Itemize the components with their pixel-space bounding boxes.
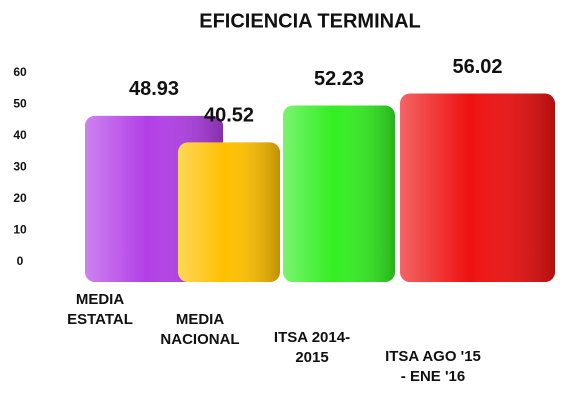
value-label: 52.23 bbox=[314, 68, 364, 90]
x-tick-label: MEDIA ESTATAL bbox=[67, 291, 133, 328]
y-tick-label: 50 bbox=[13, 97, 27, 111]
y-tick-label: 20 bbox=[13, 191, 27, 205]
value-label: 40.52 bbox=[204, 105, 254, 127]
y-tick-label: 10 bbox=[13, 223, 27, 237]
x-tick-label: ITSA AGO '15 - ENE '16 bbox=[385, 348, 481, 385]
y-tick-label: 30 bbox=[13, 160, 27, 174]
value-label: 56.02 bbox=[452, 56, 502, 78]
y-tick-label: 0 bbox=[17, 254, 24, 268]
value-label: 48.93 bbox=[129, 78, 179, 100]
y-tick-label: 40 bbox=[13, 128, 27, 142]
bar-shade bbox=[178, 142, 280, 282]
chart-title: EFICIENCIA TERMINAL bbox=[199, 10, 420, 32]
y-tick-label: 60 bbox=[13, 65, 27, 79]
bar-shade bbox=[400, 93, 555, 282]
x-tick-label: ITSA 2014-2015 bbox=[273, 329, 351, 366]
x-tick-label: MEDIA NACIONAL bbox=[160, 311, 240, 348]
bar-shade bbox=[283, 105, 395, 283]
